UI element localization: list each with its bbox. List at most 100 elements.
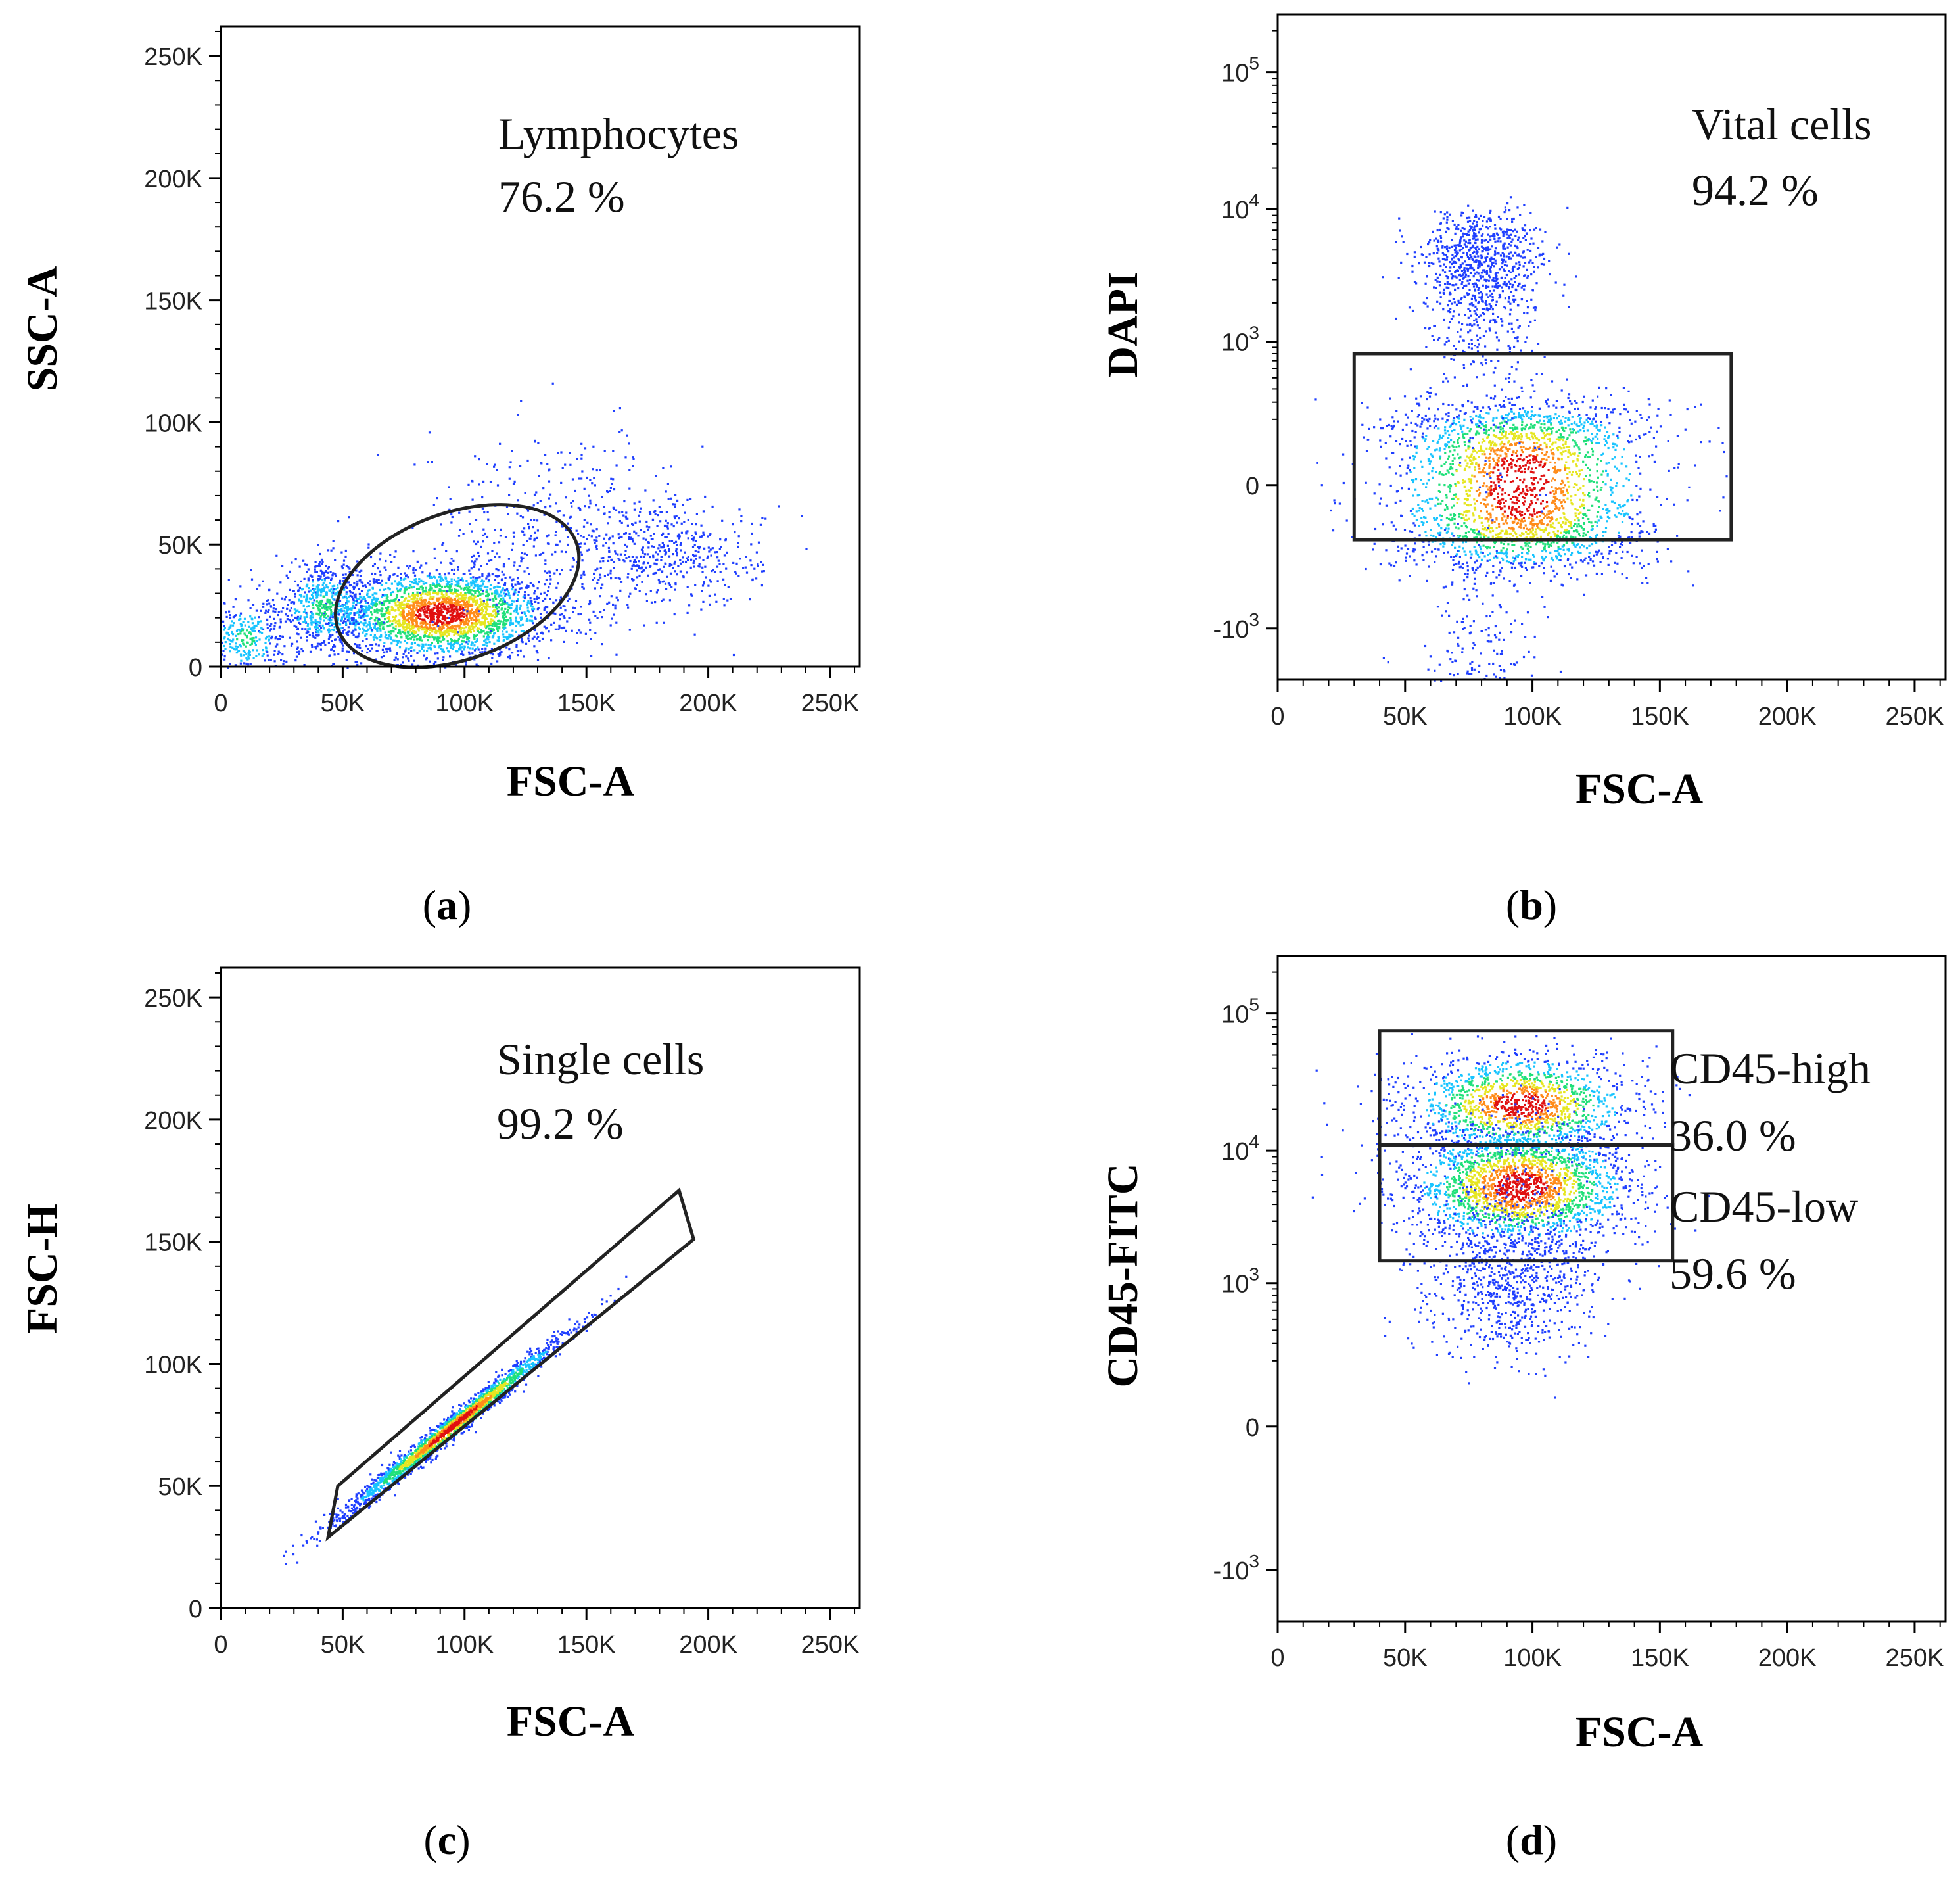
panel-b-cluster-0-point xyxy=(1531,524,1534,527)
panel-a-cluster-1-point xyxy=(317,604,321,607)
panel-b-cluster-0-point xyxy=(1495,488,1497,490)
panel-a-cluster-1-point xyxy=(338,582,341,584)
panel-a-cluster-1-point xyxy=(298,594,301,596)
panel-a-cluster-0-point xyxy=(499,653,502,656)
panel-a-cluster-3-point xyxy=(638,566,641,569)
panel-a-cluster-4-point xyxy=(470,567,473,570)
panel-a-cluster-0-point xyxy=(454,598,457,601)
panel-b-cluster-0-point xyxy=(1562,499,1565,502)
panel-a-cluster-0-point xyxy=(436,608,439,611)
panel-a-cluster-4-point xyxy=(593,577,596,579)
panel-a-cluster-3-point xyxy=(702,510,705,513)
panel-a-cluster-1-point xyxy=(337,590,340,593)
panel-a-cluster-0-point xyxy=(449,626,452,629)
panel-a-cluster-0-point xyxy=(563,616,566,619)
panel-b-cluster-0-point xyxy=(1403,395,1407,398)
panel-a-cluster-0-point xyxy=(509,604,511,607)
panel-b-cluster-0-point xyxy=(1493,582,1495,584)
panel-a-cluster-4-point xyxy=(528,527,530,530)
panel-a-cluster-0-point xyxy=(534,616,536,619)
panel-b-cluster-0-point xyxy=(1417,414,1420,416)
panel-a-cluster-0-point xyxy=(357,646,360,649)
panel-a-cluster-0-point xyxy=(367,623,369,626)
panel-a-cluster-1-point xyxy=(314,619,317,621)
panel-a-cluster-3-point xyxy=(716,565,719,568)
panel-a-cluster-0-point xyxy=(470,597,473,600)
panel-b-cluster-0-point xyxy=(1414,445,1416,448)
panel-a-cluster-1-point xyxy=(367,602,369,604)
panel-a-cluster-4-point xyxy=(609,487,612,489)
panel-b-cluster-0-point xyxy=(1612,433,1615,436)
panel-b-cluster-0-point xyxy=(1505,422,1508,425)
panel-b-cluster-0-point xyxy=(1551,443,1554,446)
panel-a-cluster-2-point xyxy=(280,659,283,661)
panel-b-cluster-0-point xyxy=(1501,450,1504,452)
panel-a-cluster-4-point xyxy=(555,521,558,523)
panel-a-cluster-3-point xyxy=(626,576,629,579)
panel-a-cluster-0-point xyxy=(412,602,415,604)
panel-a-cluster-0-point xyxy=(603,609,605,611)
panel-a-cluster-0-point xyxy=(430,648,432,651)
panel-b-cluster-0-point xyxy=(1533,455,1536,458)
panel-a-cluster-2-point xyxy=(234,645,237,648)
panel-b-cluster-0-point xyxy=(1458,421,1460,423)
panel-a-cluster-2-point xyxy=(265,609,268,612)
panel-a-cluster-0-point xyxy=(421,604,423,607)
panel-a-cluster-0-point xyxy=(480,629,482,631)
panel-a-cluster-1-point xyxy=(328,590,331,592)
panel-a-cluster-0-point xyxy=(506,611,509,614)
panel-a-cluster-3-point xyxy=(751,579,754,582)
panel-a-cluster-0-point xyxy=(452,645,455,648)
panel-a-cluster-0-point xyxy=(402,619,405,622)
panel-a-cluster-0-point xyxy=(498,606,500,609)
panel-b-cluster-0-point xyxy=(1532,462,1535,464)
panel-a-cluster-0-point xyxy=(392,629,394,632)
panel-a-cluster-1-point xyxy=(330,611,333,614)
panel-a-cluster-3-point xyxy=(628,533,631,535)
panel-a-cluster-0-point xyxy=(424,626,427,629)
panel-a-cluster-0-point xyxy=(425,615,428,618)
panel-b-cluster-0-point xyxy=(1569,428,1572,431)
panel-b-cluster-0-point xyxy=(1536,525,1539,527)
panel-a-cluster-1-point xyxy=(332,646,335,648)
panel-a-cluster-0-point xyxy=(386,621,388,623)
panel-a-cluster-0-point xyxy=(498,586,501,588)
panel-a-cluster-3-point xyxy=(624,543,626,546)
panel-a-cluster-0-point xyxy=(440,613,443,615)
panel-a-cluster-0-point xyxy=(473,590,476,592)
panel-a-cluster-0-point xyxy=(424,592,427,595)
panel-a-cluster-0-point xyxy=(427,602,429,605)
panel-b-cluster-0-point xyxy=(1449,513,1452,516)
panel-a-cluster-0-point xyxy=(333,645,337,648)
panel-a-cluster-1-point xyxy=(356,582,359,585)
panel-a-cluster-0-point xyxy=(465,586,468,589)
panel-a-cluster-0-point xyxy=(548,586,550,589)
panel-a-cluster-0-point xyxy=(447,650,450,652)
panel-a-cluster-0-point xyxy=(467,611,469,614)
panel-a-cluster-2-point xyxy=(273,653,275,656)
panel-a-cluster-0-point xyxy=(359,575,362,577)
panel-a-cluster-0-point xyxy=(406,627,408,630)
panel-a-cluster-0-point xyxy=(449,655,452,658)
panel-b-cluster-0-point xyxy=(1466,576,1469,579)
panel-a-cluster-0-point xyxy=(426,575,429,578)
panel-a-cluster-1-point xyxy=(331,574,334,577)
panel-a-cluster-0-point xyxy=(447,611,450,614)
panel-a-cluster-4-point xyxy=(674,517,676,520)
panel-a-cluster-1-point xyxy=(340,608,343,611)
panel-a-cluster-0-point xyxy=(471,589,473,592)
panel-b-cluster-0-point xyxy=(1552,477,1554,480)
panel-a-cluster-4-point xyxy=(612,450,615,452)
panel-a-cluster-0-point xyxy=(450,558,453,560)
panel-b-cluster-0-point xyxy=(1553,527,1556,529)
panel-b-cluster-0-point xyxy=(1577,533,1581,536)
panel-a-cluster-0-point xyxy=(524,591,526,594)
panel-a-cluster-0-point xyxy=(339,640,342,643)
panel-b-cluster-0-point xyxy=(1540,423,1543,425)
panel-a-cluster-0-point xyxy=(432,592,434,594)
panel-a-cluster-2-point xyxy=(235,614,237,617)
panel-a-cluster-0-point xyxy=(463,648,465,651)
panel-b-cluster-0-point xyxy=(1529,417,1533,420)
panel-a-cluster-0-point xyxy=(440,621,442,623)
panel-b-cluster-0-point xyxy=(1388,423,1390,427)
